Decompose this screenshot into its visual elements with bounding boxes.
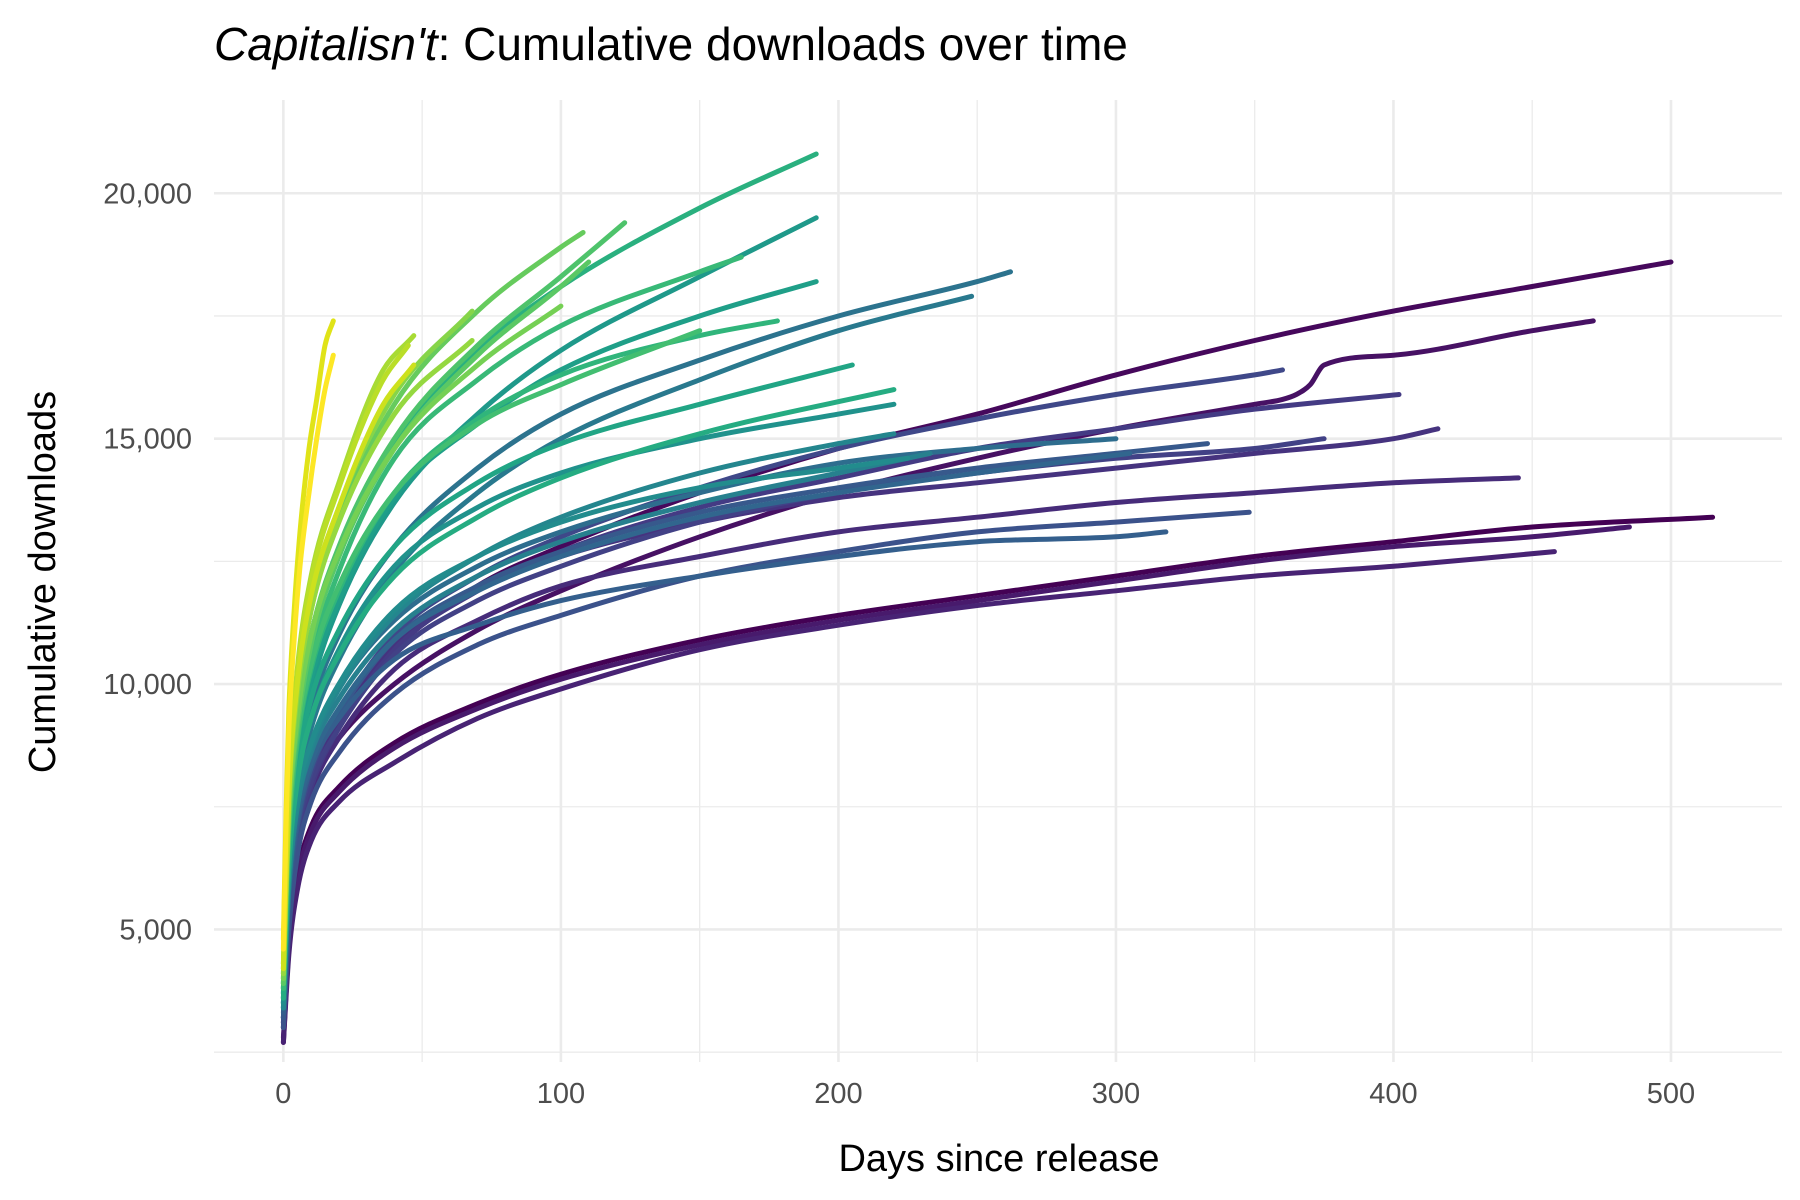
series-layer (280, 151, 1716, 1045)
series-line (280, 387, 897, 1001)
x-axis-ticks: 0 100 200 300 400 500 (275, 1078, 1695, 1110)
series-line (280, 524, 1632, 1040)
series-line (280, 549, 1557, 1045)
x-tick-label: 200 (814, 1078, 862, 1110)
chart-title-italic: Capitalisn't (214, 18, 440, 70)
x-tick-label: 500 (1647, 1078, 1695, 1110)
chart-title: Capitalisn't: Cumulative downloads over … (214, 18, 1128, 70)
y-axis-title: Cumulative downloads (22, 391, 64, 773)
y-tick-label: 15,000 (103, 424, 192, 456)
x-tick-label: 300 (1092, 1078, 1140, 1110)
x-tick-label: 400 (1369, 1078, 1417, 1110)
y-tick-label: 20,000 (103, 178, 192, 210)
x-tick-label: 100 (537, 1078, 585, 1110)
x-axis-title: Days since release (838, 1138, 1159, 1180)
y-tick-label: 10,000 (103, 669, 192, 701)
y-axis-ticks: 5,000 10,000 15,000 20,000 (103, 178, 192, 946)
chart-title-rest: : Cumulative downloads over time (438, 18, 1128, 70)
series-line (280, 509, 1252, 1031)
x-tick-label: 0 (275, 1078, 291, 1110)
series-line (280, 352, 336, 952)
y-tick-label: 5,000 (119, 914, 192, 946)
